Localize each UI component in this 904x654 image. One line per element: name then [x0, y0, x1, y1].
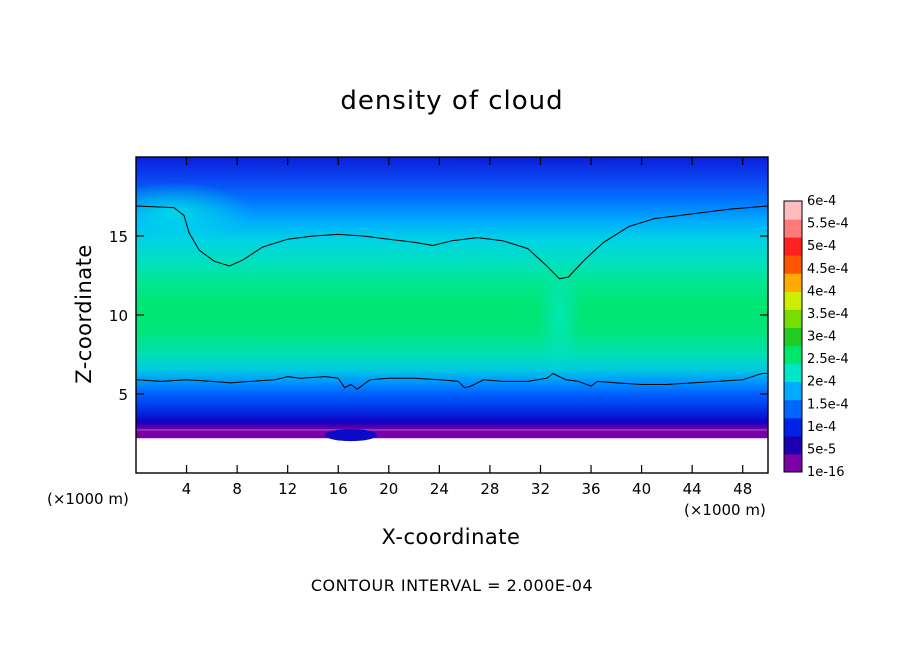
colorbar-label: 2e-4 — [807, 375, 836, 390]
x-tick-label: 12 — [278, 480, 297, 498]
x-tick-label: 48 — [733, 480, 752, 498]
colorbar-swatch — [784, 219, 802, 238]
colorbar-swatch — [784, 381, 802, 401]
x-axis-label: X-coordinate — [381, 525, 521, 549]
colorbar-swatch — [784, 417, 802, 437]
contour-line-lower — [136, 372, 768, 390]
chart-title: density of cloud — [340, 86, 564, 116]
x-unit-label-right: (×1000 m) — [684, 501, 766, 519]
colorbar-frame — [783, 200, 803, 473]
x-tick-label: 20 — [379, 480, 398, 498]
colorbar-label: 3e-4 — [807, 330, 836, 345]
colorbar-swatch — [784, 345, 802, 365]
colorbar-label: 5e-4 — [807, 239, 836, 254]
x-tick-label: 24 — [430, 480, 449, 498]
y-tick-label: 10 — [109, 307, 128, 325]
colorbar-label: 6e-4 — [807, 194, 836, 209]
colorbar-label: 4e-4 — [807, 284, 836, 299]
x-unit-label-left: (×1000 m) — [47, 490, 129, 508]
x-tick-label: 28 — [480, 480, 499, 498]
colorbar-swatch — [784, 291, 802, 310]
x-tick-label: 40 — [632, 480, 651, 498]
colorbar-label: 3.5e-4 — [807, 307, 849, 322]
colorbar-swatch — [784, 453, 802, 473]
colorbar-swatch — [784, 327, 802, 347]
colorbar-swatch — [784, 237, 802, 256]
colorbar-swatch — [784, 273, 802, 292]
x-tick-label: 44 — [683, 480, 702, 498]
density-field-upper-core — [384, 157, 685, 212]
colorbar-swatch — [784, 363, 802, 383]
x-tick-label: 4 — [182, 480, 192, 498]
colorbar-label: 5.5e-4 — [807, 217, 849, 232]
no-data-region — [136, 438, 768, 473]
colorbar-label: 5e-5 — [807, 442, 836, 457]
y-axis-label: Z-coordinate — [72, 244, 96, 384]
colorbar-swatch — [784, 309, 802, 328]
colorbar-label: 4.5e-4 — [807, 262, 849, 277]
x-tick-label: 16 — [329, 480, 348, 498]
colorbar-label: 1e-4 — [807, 420, 836, 435]
contour-line-upper — [136, 205, 768, 280]
density-field-column — [537, 255, 582, 375]
colorbar-label: 1.5e-4 — [807, 397, 849, 412]
density-field-left-highlight — [136, 182, 254, 243]
density-floor-band — [136, 430, 768, 439]
x-tick-label: 32 — [531, 480, 550, 498]
x-tick-label: 36 — [581, 480, 600, 498]
y-tick-label: 15 — [109, 228, 128, 246]
density-floor-pocket — [324, 429, 377, 442]
colorbar-swatch — [784, 201, 802, 220]
colorbar-label: 2.5e-4 — [807, 352, 849, 367]
colorbar-swatch — [784, 435, 802, 455]
x-tick-label: 8 — [232, 480, 242, 498]
colorbar-swatch — [784, 255, 802, 274]
y-tick-label: 5 — [118, 386, 128, 404]
contour-interval-note: CONTOUR INTERVAL = 2.000E-04 — [310, 576, 594, 595]
colorbar-swatch — [784, 399, 802, 419]
colorbar-label: 1e-16 — [807, 465, 845, 480]
